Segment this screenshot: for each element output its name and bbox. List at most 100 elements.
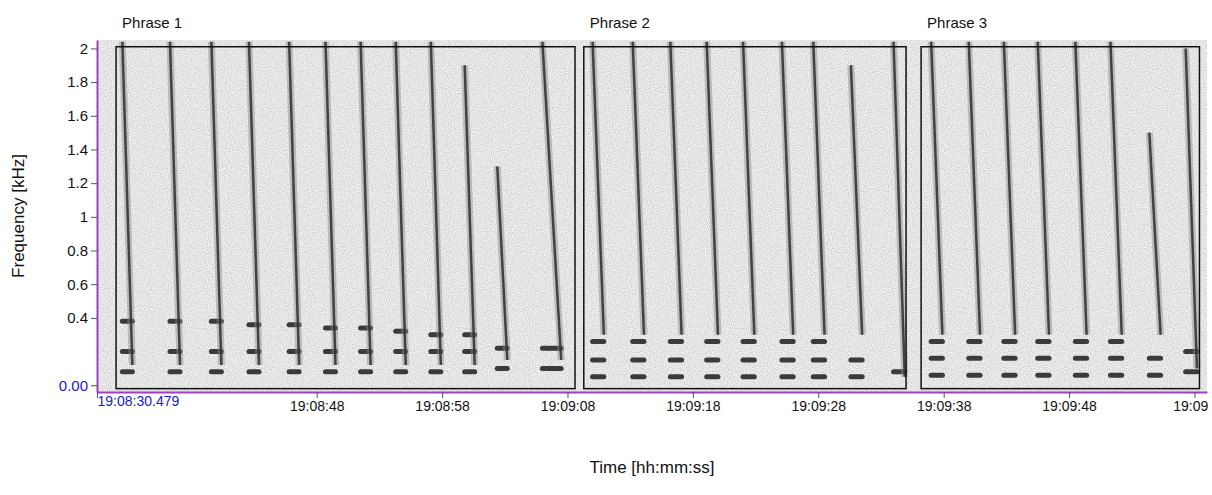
x-axis-title: Time [hh:mm:ss] (590, 458, 715, 477)
unit-sweep-halo (670, 42, 681, 335)
harmonic-band (707, 358, 718, 363)
harmonic-band (542, 366, 561, 371)
harmonic-band (1004, 373, 1015, 378)
x-tick: 19:09:38 (917, 392, 972, 414)
unit-sweep-halo (170, 42, 180, 365)
harmonic-band (1110, 373, 1121, 378)
y-tick-mark (91, 385, 97, 386)
harmonic-band (670, 339, 681, 344)
unit-sweep-halo (969, 42, 980, 335)
harmonic-band (1110, 339, 1121, 344)
unit-sweep (1110, 42, 1121, 335)
harmonic-band (1038, 373, 1049, 378)
harmonic-band (1186, 369, 1197, 374)
unit-sweep (1075, 42, 1086, 335)
unit-sweep-halo (465, 65, 475, 365)
y-tick: 1.4 (67, 141, 97, 158)
phrase-label: Phrase 2 (590, 14, 650, 31)
y-axis-title: Frequency [kHz] (9, 154, 28, 278)
x-tick-label: 19:09:28 (792, 398, 847, 414)
harmonic-band (593, 339, 604, 344)
harmonic-band (743, 374, 754, 379)
harmonic-band (1149, 373, 1160, 378)
unit-sweep-halo (813, 42, 824, 335)
harmonic-band (170, 369, 180, 374)
unit-sweep (1186, 48, 1197, 368)
x-tick-label: 19:09:08 (541, 398, 596, 414)
harmonic-band (1075, 356, 1086, 361)
unit-sweep (396, 42, 406, 365)
unit-sweep-halo (249, 42, 259, 365)
unit-sweep (211, 42, 221, 365)
unit-sweep (851, 65, 862, 334)
y-axis-line (97, 41, 99, 393)
unit-sweep (931, 42, 942, 335)
y-tick-mark (91, 183, 97, 184)
harmonic-band (782, 374, 793, 379)
unit-sweep-halo (633, 42, 644, 335)
y-tick: 1.8 (67, 73, 97, 90)
y-tick-mark (91, 284, 97, 285)
y-tick: 2 (80, 40, 97, 57)
unit-sweep-halo (361, 42, 371, 365)
phrase-label: Phrase 1 (122, 14, 182, 31)
unit-sweep (969, 42, 980, 335)
harmonic-band (1075, 339, 1086, 344)
harmonic-band (633, 339, 644, 344)
chart: Phrase 1Phrase 2Phrase 319:08:30.47919:0… (0, 0, 1212, 495)
y-tick-mark (91, 82, 97, 83)
x-tick-label: 19:09 (1173, 398, 1208, 414)
harmonic-band (1149, 356, 1160, 361)
y-tick-label: 1.8 (67, 73, 88, 90)
y-tick: 1.2 (67, 174, 97, 191)
x-tick-label: 19:08:48 (290, 398, 345, 414)
unit-sweep-halo (325, 42, 335, 365)
harmonic-band (813, 374, 824, 379)
unit-sweep (1038, 42, 1049, 335)
unit-sweep-halo (894, 42, 905, 377)
unit-sweep (170, 42, 180, 365)
unit-sweep-halo (707, 42, 718, 335)
unit-sweep-halo (542, 42, 561, 360)
harmonic-band (782, 358, 793, 363)
harmonic-band (931, 339, 942, 344)
unit-sweep (894, 42, 905, 377)
y-tick-label: 0.6 (67, 276, 88, 293)
x-tick: 19:09 (1173, 392, 1208, 414)
x-tick-label: 19:08:30.479 (98, 393, 180, 409)
harmonic-band (396, 369, 406, 374)
y-tick: 0.6 (67, 276, 97, 293)
x-tick: 19:08:48 (290, 392, 345, 414)
y-tick-mark (91, 251, 97, 252)
unit-sweep (670, 42, 681, 335)
harmonic-band (813, 339, 824, 344)
harmonic-band (361, 369, 371, 374)
unit-sweep (325, 42, 335, 365)
unit-sweep (782, 42, 793, 335)
harmonic-band (851, 374, 862, 379)
harmonic-band (593, 358, 604, 363)
unit-sweep-halo (782, 42, 793, 335)
harmonic-band (1038, 339, 1049, 344)
harmonic-band (289, 369, 299, 374)
unit-sweep-halo (851, 65, 862, 334)
harmonic-band (969, 339, 980, 344)
harmonic-band (851, 358, 862, 363)
harmonic-band (633, 374, 644, 379)
y-tick-mark (91, 48, 97, 49)
y-tick-mark (91, 149, 97, 150)
y-tick: 0.4 (67, 309, 97, 326)
unit-sweep (743, 42, 754, 335)
unit-sweep (633, 42, 644, 335)
harmonic-band (1004, 356, 1015, 361)
unit-sweep (707, 42, 718, 335)
unit-sweep-halo (1110, 42, 1121, 335)
y-tick: 1 (80, 208, 97, 225)
harmonic-band (465, 369, 475, 374)
harmonic-band (249, 369, 259, 374)
x-tick: 19:08:58 (415, 392, 470, 414)
harmonic-band (122, 369, 132, 374)
y-tick-label: 1.2 (67, 174, 88, 191)
unit-sweep (289, 42, 299, 365)
y-tick-mark (91, 116, 97, 117)
